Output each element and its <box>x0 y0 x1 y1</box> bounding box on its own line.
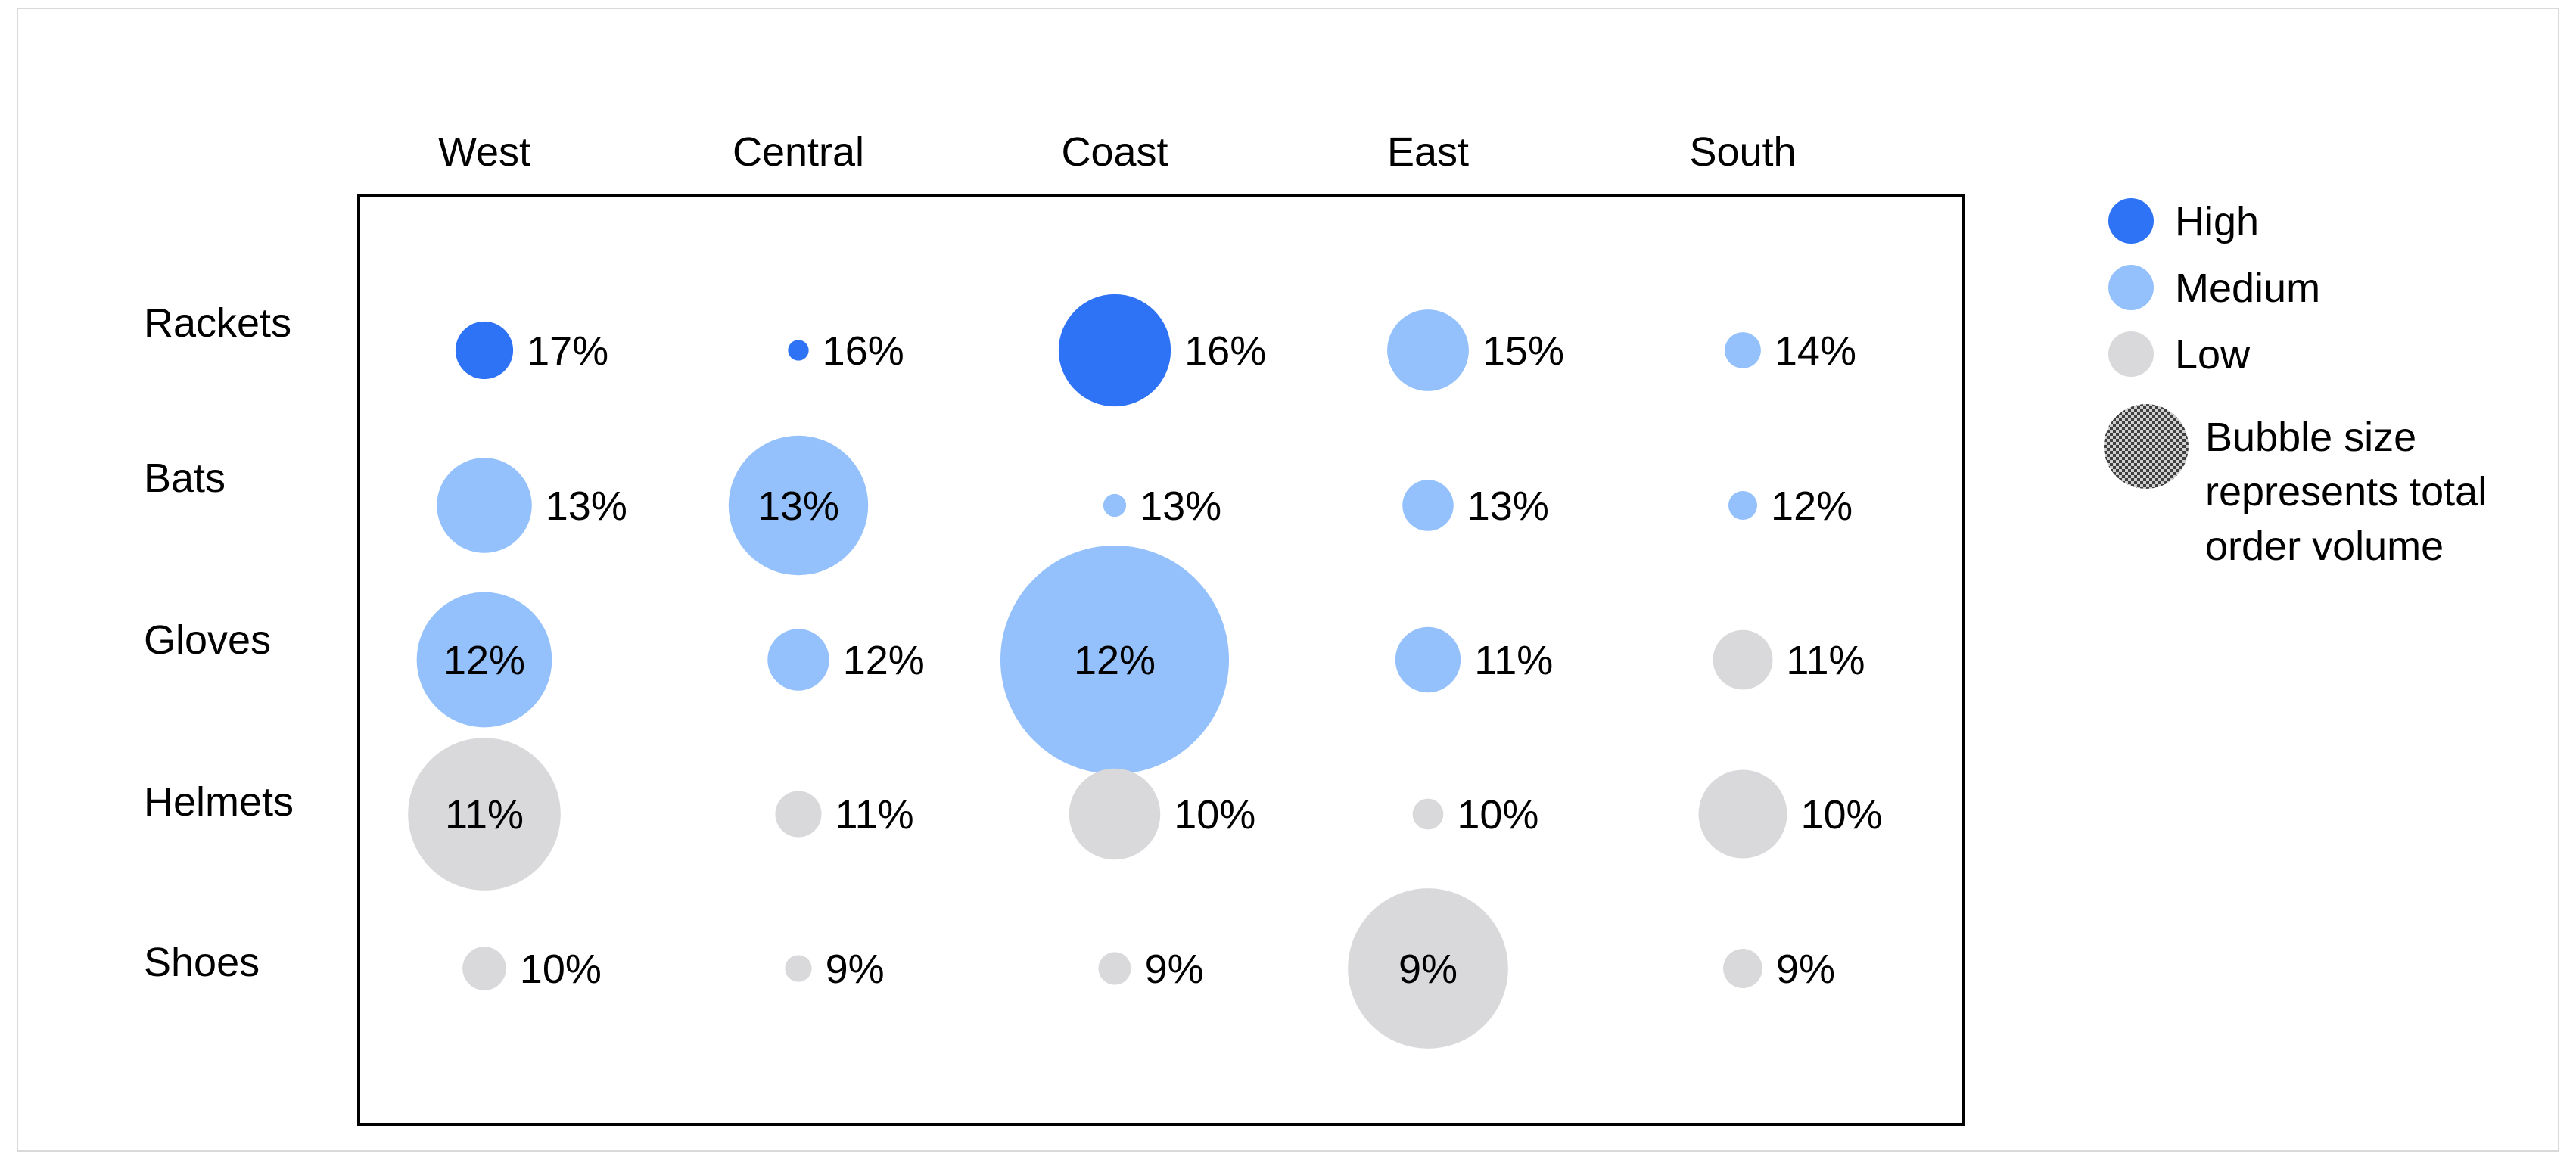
column-label: Coast <box>1061 129 1168 175</box>
data-label: 11% <box>1786 638 1865 683</box>
data-label: 11% <box>835 792 914 838</box>
bubble <box>1698 769 1787 859</box>
data-label: 10% <box>1457 792 1538 838</box>
bubble <box>785 955 812 982</box>
data-label: 15% <box>1482 328 1564 374</box>
bubble <box>788 340 809 361</box>
legend-label: Low <box>2175 332 2251 378</box>
column-label: West <box>438 129 530 175</box>
data-label: 13% <box>1140 483 1221 529</box>
bubble <box>1713 629 1773 690</box>
bubble <box>1098 952 1131 985</box>
bubble <box>1348 888 1508 1049</box>
bubble <box>1069 768 1161 860</box>
data-label: 9% <box>1776 947 1835 992</box>
row-label: Bats <box>144 455 226 501</box>
row-label: Shoes <box>144 940 260 985</box>
bubble <box>1725 332 1761 368</box>
data-label: 9% <box>826 947 885 992</box>
data-label: 16% <box>823 328 904 374</box>
bubble <box>462 947 506 990</box>
data-label: 12% <box>1074 638 1156 683</box>
data-label: 13% <box>546 483 627 529</box>
column-label: South <box>1689 129 1796 175</box>
data-label: 9% <box>1145 947 1204 992</box>
bubbles: 17% 16% 16% 15% 14% 13% 13% 13% 13% 12% 12% 12% 12% 1… <box>408 294 1883 1049</box>
data-label: 13% <box>1467 483 1549 529</box>
data-label: 10% <box>1174 792 1255 838</box>
legend-label: Medium <box>2175 266 2320 311</box>
legend-size-swatch <box>2104 404 2189 489</box>
bubble <box>1728 490 1758 521</box>
column-labels: West Central Coast East South <box>438 129 1797 175</box>
row-label: Helmets <box>144 779 294 825</box>
data-label: 13% <box>758 483 839 529</box>
bubble <box>1412 798 1444 830</box>
bubble <box>1387 309 1469 391</box>
data-label: 17% <box>527 328 608 374</box>
data-label: 14% <box>1775 328 1856 374</box>
plot-area-border <box>357 194 1965 1126</box>
bubble <box>767 629 829 691</box>
bubble <box>775 791 822 838</box>
chart-frame <box>17 8 2559 1152</box>
bubble <box>1395 626 1461 693</box>
legend: High Medium Low Bubble size represents total… <box>2104 198 2487 569</box>
bubble <box>408 738 561 891</box>
legend-size-note: represents total <box>2205 469 2487 514</box>
data-label: 10% <box>520 947 602 992</box>
data-label: 9% <box>1398 947 1458 992</box>
legend-size-note: order volume <box>2205 524 2444 569</box>
bubble <box>455 321 514 380</box>
bubble <box>728 435 869 576</box>
data-label: 11% <box>445 792 524 838</box>
row-labels: Rackets Bats Gloves Helmets Shoes <box>144 300 294 985</box>
bubble <box>1402 480 1454 531</box>
data-label: 12% <box>843 638 925 683</box>
bubble <box>1723 949 1762 988</box>
bubble <box>437 458 532 553</box>
bubble <box>1000 545 1230 775</box>
bubble <box>416 592 552 728</box>
row-label: Gloves <box>144 617 271 663</box>
data-label: 12% <box>1771 483 1853 529</box>
legend-swatch <box>2108 265 2154 310</box>
legend-size-note: Bubble size <box>2205 415 2416 460</box>
legend-swatch <box>2108 198 2154 244</box>
legend-label: High <box>2175 199 2259 244</box>
row-label: Rackets <box>144 300 291 346</box>
column-label: Central <box>733 129 864 175</box>
data-label: 12% <box>443 638 525 683</box>
data-label: 10% <box>1800 792 1882 838</box>
data-label: 16% <box>1184 328 1266 374</box>
column-label: East <box>1387 129 1469 175</box>
legend-swatch <box>2108 331 2154 377</box>
bubble <box>1058 294 1171 407</box>
bubble <box>1103 493 1127 518</box>
data-label: 11% <box>1474 638 1553 683</box>
